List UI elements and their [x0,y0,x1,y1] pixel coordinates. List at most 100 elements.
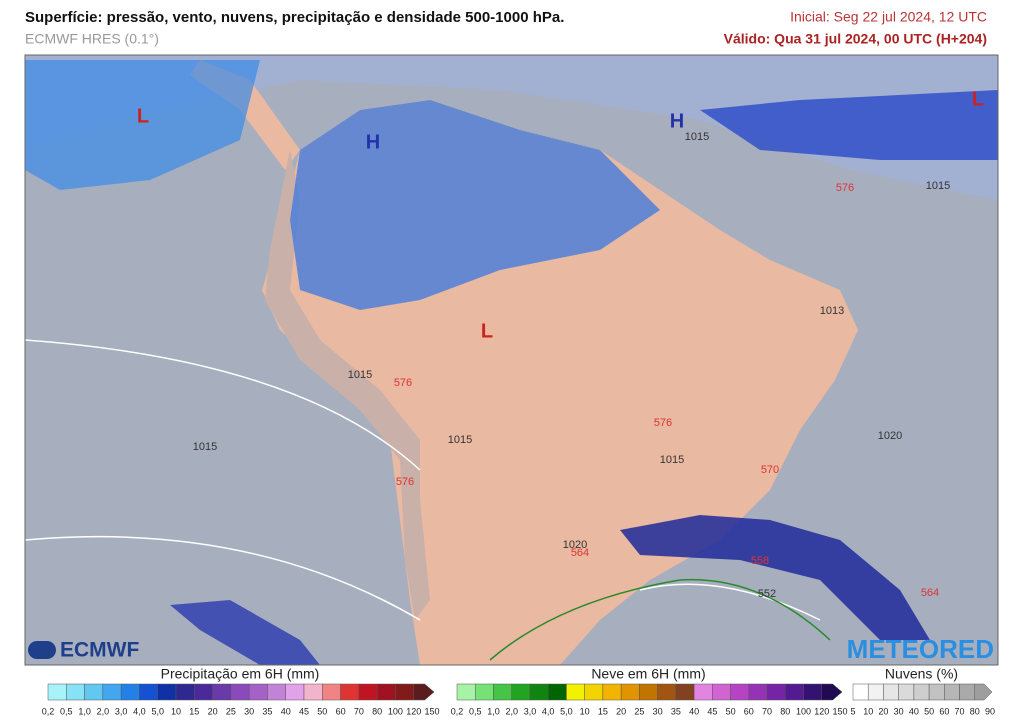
thickness-label: 564 [921,587,939,599]
legend-swatch [748,683,768,701]
legend-tick-label: 4,0 [542,706,555,716]
precip-pacific [25,60,260,190]
isobar-label: 1013 [820,305,844,317]
legend-swatch [883,683,899,701]
cloud-band [25,55,998,200]
isobar-label: 1015 [193,441,217,453]
isobar-lines [25,339,821,621]
legend-tick-label: 3,0 [524,706,537,716]
legend-tick-label: 70 [354,706,364,716]
legend-tick-label: 40 [689,706,699,716]
thickness-label: 576 [394,377,412,389]
legend-swatch [376,683,396,701]
legend-tick-label: 4,0 [133,706,146,716]
legend-tick-label: 100 [796,706,811,716]
isobar-label: 1020 [878,430,902,442]
legend-swatch [547,683,567,701]
legend-tick-label: 120 [814,706,829,716]
thickness-label: 576 [836,182,854,194]
legend-tick-label: 25 [226,706,236,716]
ecmwf-icon [28,641,56,659]
legend-swatch [852,683,869,701]
legend-tick-label: 10 [580,706,590,716]
legend-swatch [120,683,140,701]
legend-tick-label: 45 [299,706,309,716]
legend-swatch [913,683,930,701]
legend-tick-label: 50 [726,706,736,716]
legend-tick-label: 60 [744,706,754,716]
legend-tick-label: 90 [985,706,995,716]
precip-southwest [170,600,320,665]
legend-tick-label: 150 [832,706,847,716]
legend-swatch [66,683,85,701]
legend-tick-label: 30 [244,706,254,716]
isobar-label: 1015 [448,434,472,446]
legend-tick-label: 25 [634,706,644,716]
legend-tick-label: 150 [424,706,439,716]
legend-tick-label: 20 [616,706,626,716]
legend-tick-label: 35 [671,706,681,716]
title: Superfície: pressão, vento, nuvens, prec… [25,9,564,26]
legend-swatch [928,683,945,701]
legend-tick-label: 70 [955,706,965,716]
legend-swatch [175,683,195,701]
legend-tick-label: 45 [707,706,717,716]
legend-tick-label: 100 [388,706,403,716]
legend-swatch [285,683,305,701]
legend-swatch [511,683,531,701]
legend-tick-label: 35 [262,706,272,716]
legend-arrow [821,683,843,701]
legend-swatch [47,683,67,701]
legend-tick-label: 80 [372,706,382,716]
legend-tick-label: 60 [336,706,346,716]
legend-swatch [474,683,494,701]
isobar-label: 1020 [563,539,587,551]
legend-tick-label: 2,0 [97,706,110,716]
legend-tick-label: 15 [598,706,608,716]
legend-tick-label: 60 [939,706,949,716]
legend-swatch [303,683,323,701]
valid-time: Válido: Qua 31 jul 2024, 00 UTC (H+204) [724,31,987,47]
legend-tick-label: 30 [894,706,904,716]
legend-swatch [395,683,414,701]
legend-swatch [529,683,549,701]
legend-tick-label: 70 [762,706,772,716]
legend-swatch [340,683,360,701]
isobar-label: 1015 [660,454,684,466]
legend-tick-label: 40 [909,706,919,716]
low-center: L [972,88,984,110]
legend-swatch [620,683,640,701]
andes [265,150,430,620]
thickness-label: 558 [751,555,769,567]
legend-swatch [248,683,268,701]
legend-swatch [693,683,713,701]
thickness-label: 576 [654,417,672,429]
legend-tick-label: 30 [653,706,663,716]
legend-swatch [584,683,604,701]
legend-swatch [803,683,823,701]
legend-tick-label: 20 [878,706,888,716]
thickness-label: 570 [761,464,779,476]
legend-tick-label: 0,2 [42,706,55,716]
legend-tick-label: 0,5 [60,706,73,716]
legend-tick-label: 80 [780,706,790,716]
legend-swatch [657,683,677,701]
legend-swatch [785,683,804,701]
legend-tick-label: 10 [171,706,181,716]
legend-swatch [157,683,177,701]
thickness-label: 576 [396,476,414,488]
legend-swatch [712,683,731,701]
legend-swatch [730,683,750,701]
initial-time: Inicial: Seg 22 jul 2024, 12 UTC [790,9,987,25]
legend-swatch [322,683,341,701]
legend-swatch [766,683,786,701]
precip-south [620,515,930,640]
isobar-label: 1015 [926,180,950,192]
isobar-label: 1015 [348,369,372,381]
legend-swatch [675,683,695,701]
legend-tick-label: 5 [850,706,855,716]
legend-title: Nuvens (%) [885,666,958,682]
legend-tick-label: 120 [406,706,421,716]
